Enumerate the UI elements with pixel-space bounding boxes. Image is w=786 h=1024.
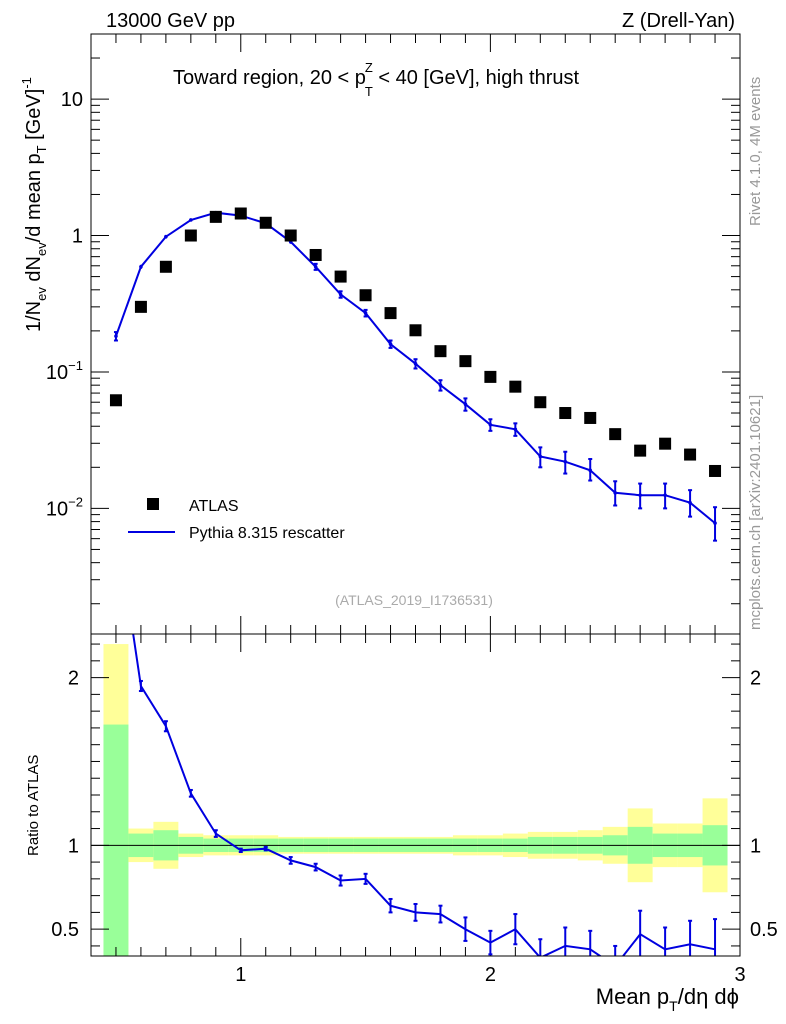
- x-tick-label: 2: [485, 964, 496, 986]
- energy-label: 13000 GeV pp: [106, 10, 235, 32]
- legend-pythia-label: Pythia 8.315 rescatter: [189, 525, 345, 542]
- atlas-point: [634, 444, 647, 457]
- x-tick-label: 1: [235, 964, 246, 986]
- pythia-point: [613, 491, 617, 495]
- atlas-point: [284, 229, 297, 242]
- atlas-point: [209, 210, 222, 223]
- pythia-point: [638, 493, 642, 497]
- ratio-y-axis-label: Ratio to ATLAS: [25, 755, 42, 856]
- mcplots-label: mcplots.cern.ch [arXiv:2401.10621]: [747, 395, 764, 630]
- process-label: Z (Drell-Yan): [622, 10, 735, 32]
- pythia-point: [114, 334, 118, 338]
- pythia-point: [663, 493, 667, 497]
- rivet-label: Rivet 4.1.0, 4M events: [747, 77, 764, 226]
- analysis-id: (ATLAS_2019_I1736531): [335, 592, 493, 608]
- main-series: [109, 207, 722, 542]
- ratio-band-inner: [103, 724, 129, 956]
- y-tick-label: 10: [61, 89, 83, 111]
- ratio-y-tick-label-right: 1: [750, 835, 761, 857]
- y-tick-label: 10−1: [46, 358, 83, 384]
- atlas-point: [534, 396, 547, 409]
- pythia-point: [713, 521, 717, 525]
- atlas-point: [584, 411, 597, 424]
- pythia-point: [488, 422, 493, 427]
- pythia-point: [164, 234, 168, 239]
- pythia-point: [413, 361, 418, 366]
- atlas-point: [359, 289, 372, 302]
- ratio-y-tick-label: 1: [68, 835, 79, 857]
- atlas-point: [659, 437, 672, 450]
- ratio-pythia-line: [132, 634, 716, 956]
- y-tick-label: 10−2: [46, 494, 83, 520]
- main-axes: 10−2 10−1 1 10: [46, 33, 740, 634]
- ratio-y-tick-label: 2: [68, 668, 79, 690]
- pythia-point: [513, 427, 518, 432]
- ratio-y-tick-label: 0.5: [51, 919, 79, 941]
- pythia-point: [688, 500, 692, 505]
- legend-atlas-label: ATLAS: [189, 498, 239, 515]
- ratio-y-tick-label-right: 2: [750, 668, 761, 690]
- atlas-point: [109, 394, 122, 407]
- pythia-point: [463, 402, 468, 407]
- atlas-point: [309, 248, 322, 261]
- pythia-point: [189, 218, 193, 222]
- atlas-point: [259, 216, 272, 229]
- ratio-series: [132, 634, 718, 956]
- x-tick-label: 3: [734, 964, 745, 986]
- pythia-point: [313, 264, 318, 269]
- y-tick-label: 1: [72, 226, 83, 248]
- atlas-point: [559, 407, 572, 420]
- pythia-point: [438, 383, 443, 387]
- pythia-point: [139, 264, 143, 269]
- atlas-point: [234, 207, 247, 220]
- atlas-point: [509, 380, 522, 393]
- legend: ATLAS Pythia 8.315 rescatter: [128, 498, 345, 542]
- pythia-point: [338, 292, 343, 297]
- pythia-point: [388, 342, 393, 346]
- pythia-point: [588, 468, 593, 473]
- atlas-point: [434, 345, 447, 358]
- ratio-axes: 0.5 0.5 1 1 2 2 1 2 3: [51, 634, 778, 986]
- atlas-point: [159, 260, 172, 273]
- ratio-series-clipped: [132, 634, 718, 956]
- ratio-y-tick-label-right: 0.5: [750, 919, 778, 941]
- atlas-point: [684, 448, 697, 461]
- atlas-point: [409, 324, 422, 337]
- atlas-point: [459, 355, 472, 368]
- atlas-point: [134, 300, 147, 313]
- atlas-point: [334, 270, 347, 283]
- legend-atlas-marker: [147, 498, 159, 510]
- region-title: Toward region, 20 < pZ T < 40 [GeV], high…: [173, 60, 579, 99]
- pythia-point: [363, 311, 368, 315]
- atlas-point: [384, 307, 397, 320]
- atlas-point: [609, 428, 622, 441]
- pythia-point: [538, 454, 543, 459]
- atlas-point: [184, 229, 197, 242]
- x-axis-label: Mean pT/dη dϕ: [596, 984, 739, 1014]
- y-axis-label: 1/Nev dNev/d mean pT [GeV]-1: [19, 77, 49, 332]
- atlas-point: [484, 370, 497, 383]
- atlas-point: [709, 464, 722, 477]
- pythia-point: [563, 459, 568, 464]
